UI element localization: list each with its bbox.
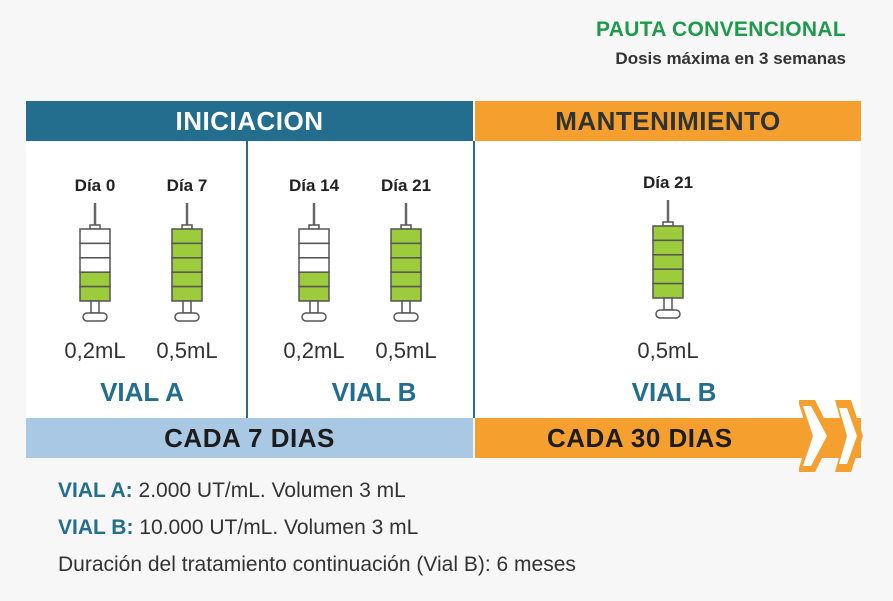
syringe-fill-segment: [79, 271, 111, 288]
maintenance-phase-header: MANTENIMIENTO: [475, 101, 861, 141]
syringe-fill-segment: [171, 285, 203, 302]
treatment-duration: Duración del tratamiento continuación (V…: [58, 553, 576, 576]
syringe-fill-segment: [79, 285, 111, 302]
syringe-fill-segment: [390, 228, 422, 245]
syringe-plunger: [663, 297, 673, 311]
syringe-plunger-base: [393, 312, 419, 322]
initiation-phase-header: INICIACION: [26, 101, 473, 141]
syringe-fill-segment: [652, 268, 684, 285]
vial-b-info-label: VIAL B:: [58, 516, 134, 539]
syringe-icon: [79, 203, 111, 322]
dose-day-label: Día 0: [74, 176, 116, 195]
dose-day-label: Día 7: [166, 176, 208, 195]
dose-volume: 0,2mL: [283, 338, 345, 363]
syringe-fill-segment: [390, 285, 422, 302]
syringe-icon: [390, 203, 422, 322]
syringe-fill-segment: [171, 271, 203, 288]
syringe-fill-segment: [390, 242, 422, 259]
syringe-icon: [171, 203, 203, 322]
dose-volume: 0,5mL: [637, 338, 699, 363]
diagram-subtitle: Dosis máxima en 3 semanas: [615, 49, 846, 68]
dose-day-label: Día 14: [288, 176, 340, 195]
syringe-fill-segment: [171, 228, 203, 245]
syringe-fill-segment: [652, 254, 684, 270]
panel-divider: [246, 141, 248, 418]
syringe-plunger-base: [301, 312, 327, 322]
dose-volume: 0,5mL: [375, 338, 437, 363]
syringe-icon: [652, 200, 684, 319]
syringe-fill-segment: [390, 271, 422, 288]
dose-volume: 0,5mL: [156, 338, 218, 363]
diagram-title: PAUTA CONVENCIONAL: [595, 18, 846, 41]
syringe-plunger-base: [82, 312, 108, 322]
dose-day-label: Día 21: [642, 173, 694, 192]
syringe-plunger: [90, 300, 100, 314]
syringe-fill-segment: [652, 282, 684, 299]
vial-a-label: VIAL A: [100, 377, 184, 407]
maintenance-frequency: CADA 30 DIAS: [475, 418, 861, 458]
syringe-empty-segment: [298, 228, 330, 245]
syringe-fill-segment: [171, 242, 203, 259]
vial-b-maintenance-label: VIAL B: [631, 377, 717, 407]
syringe-fill-segment: [171, 257, 203, 273]
syringe-empty-segment: [298, 257, 330, 273]
syringe-fill-segment: [390, 257, 422, 273]
chevron-right-icon: [799, 400, 863, 472]
syringe-plunger: [182, 300, 192, 314]
syringe-plunger-base: [174, 312, 200, 322]
syringe-plunger: [309, 300, 319, 314]
syringe-fill-segment: [652, 225, 684, 242]
syringe-icon: [298, 203, 330, 322]
vial-b-label: VIAL B: [331, 377, 417, 407]
syringe-plunger-base: [655, 309, 681, 319]
syringe-fill-segment: [298, 285, 330, 302]
syringe-plunger: [401, 300, 411, 314]
vial-a-info-text: 2.000 UT/mL. Volumen 3 mL: [138, 479, 406, 502]
dose-day-label: Día 21: [380, 176, 432, 195]
syringe-empty-segment: [79, 257, 111, 273]
syringe-fill-segment: [652, 239, 684, 256]
panel-divider: [473, 141, 475, 418]
vial-a-panel: [26, 141, 246, 418]
syringe-fill-segment: [298, 271, 330, 288]
vial-a-info: VIAL A: 2.000 UT/mL. Volumen 3 mL: [58, 479, 406, 503]
vial-b-info: VIAL B: 10.000 UT/mL. Volumen 3 mL: [58, 516, 418, 540]
syringe-empty-segment: [298, 242, 330, 259]
initiation-frequency: CADA 7 DIAS: [26, 418, 473, 458]
syringe-empty-segment: [79, 228, 111, 245]
vial-b-info-text: 10.000 UT/mL. Volumen 3 mL: [139, 516, 419, 539]
dose-volume: 0,2mL: [64, 338, 126, 363]
vial-a-info-label: VIAL A:: [58, 479, 133, 502]
syringe-empty-segment: [79, 242, 111, 259]
vial-b-panel: [248, 141, 473, 418]
